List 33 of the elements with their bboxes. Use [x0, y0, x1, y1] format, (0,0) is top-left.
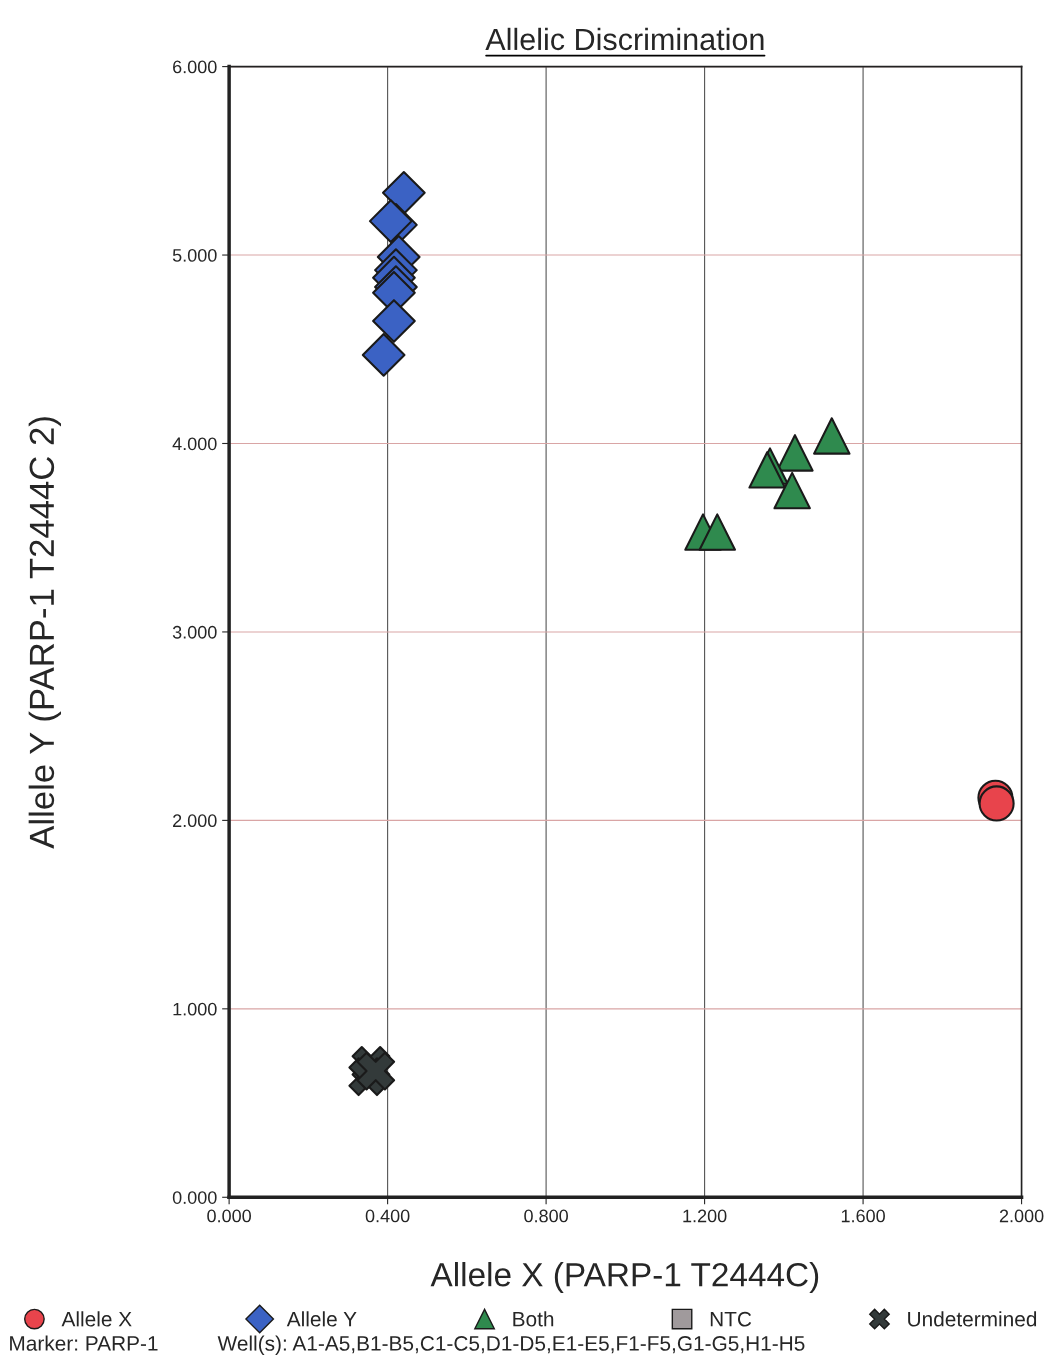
text: Marker: PARP-1	[10, 1335, 158, 1351]
x-tick-label: 0.400	[365, 1209, 410, 1223]
y-tick-label: 1.000	[173, 1002, 217, 1016]
point	[813, 417, 851, 455]
y-tick-label: 5.000	[172, 248, 217, 262]
y-tick-label: 4.000	[172, 437, 217, 451]
x-tick-label: 2.000	[999, 1209, 1044, 1223]
text: Well(s): A1-A5,B1-B5,C1-C5,D1-D5,E1-E5,F1-F5,G1-G5,H1-H5	[217, 1335, 805, 1355]
point	[978, 785, 1015, 822]
point	[361, 333, 406, 377]
point	[698, 513, 737, 551]
y-axis-title: Allele Y (PARP-1 T2444C 2)	[28, 417, 62, 849]
legend-label: NTC	[710, 1311, 752, 1327]
y-tick-label: 2.000	[173, 814, 217, 828]
point	[773, 471, 811, 510]
legend-label: Undetermined	[908, 1311, 1037, 1327]
point	[372, 299, 416, 343]
x-tick-label: 1.200	[683, 1209, 727, 1223]
x-tick-label: 1.600	[841, 1209, 885, 1223]
y-tick-label: 3.000	[172, 625, 217, 639]
legend-label: Allele Y	[286, 1311, 357, 1327]
point	[776, 434, 814, 472]
y-tick-label: 6.000	[173, 60, 217, 74]
legend-label: Both	[513, 1311, 554, 1327]
x-tick-label: 0.800	[524, 1209, 568, 1223]
chart-title: Allelic Discrimination	[485, 27, 764, 51]
point	[368, 199, 413, 243]
y-tick-label: 0.000	[172, 1191, 217, 1204]
point	[381, 170, 426, 215]
point	[356, 1051, 396, 1091]
legend-label: Allele X	[61, 1311, 132, 1327]
x-axis-title: Allele X (PARP-1 T2444C)	[430, 1262, 819, 1294]
x-tick-label: 0.000	[207, 1209, 252, 1223]
